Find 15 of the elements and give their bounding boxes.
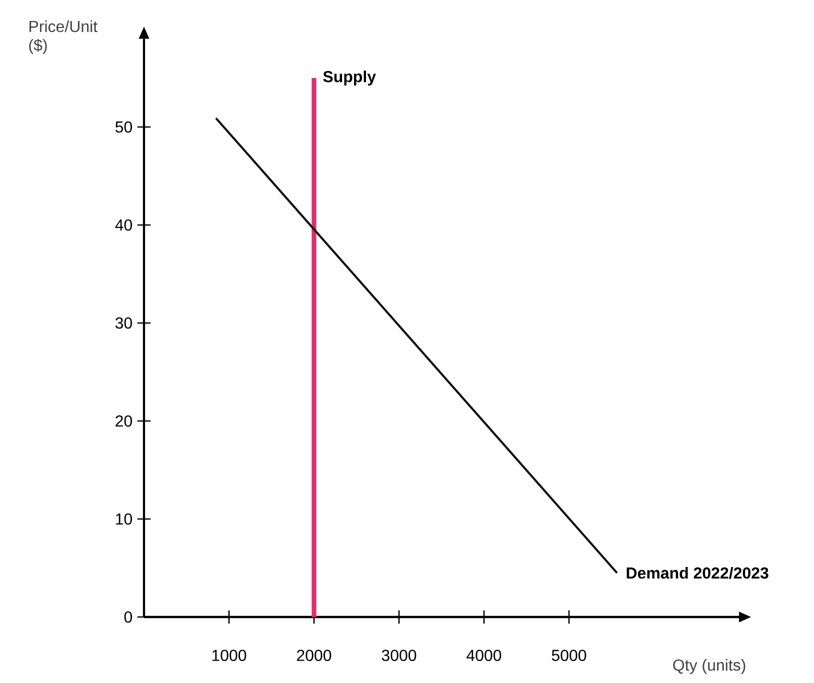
y-tick-label: 40 — [115, 219, 132, 231]
x-tick-label: 1000 — [212, 650, 246, 662]
y-tick-label: 10 — [116, 513, 132, 525]
x-tick-label: 5000 — [552, 650, 586, 662]
y-tick-label: 20 — [116, 415, 132, 427]
series-label: Supply — [323, 70, 376, 86]
y-tick-label: 30 — [115, 317, 132, 329]
x-tick-label: 4000 — [466, 650, 502, 662]
x-axis-title: Qty (units) — [673, 659, 746, 674]
y-tick-label: 0 — [124, 611, 132, 623]
x-tick-label: 3000 — [382, 650, 416, 662]
y-tick-label: 50 — [115, 121, 132, 133]
x-tick-label: 2000 — [297, 650, 332, 662]
y-axis-title: Price/Unit ($) — [29, 20, 98, 54]
series-label: Demand 2022/2023 — [626, 566, 768, 579]
